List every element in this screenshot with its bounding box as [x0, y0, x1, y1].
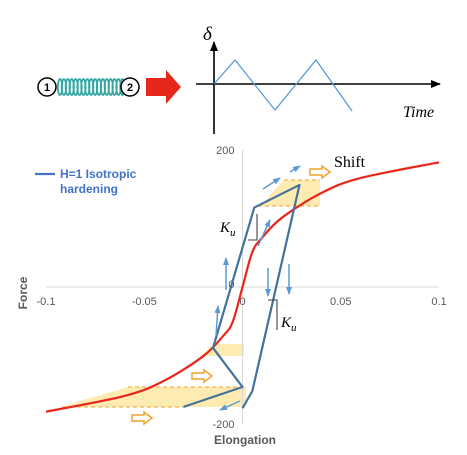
legend-line-1: H=1 Isotropic	[60, 167, 137, 181]
shift-label: Shift	[334, 154, 366, 171]
shift-arrow-icon-mid	[191, 368, 214, 384]
x-axis-title: Elongation	[214, 433, 276, 447]
ku-triangle-lower	[268, 299, 278, 330]
x-tick-label: 0.05	[330, 296, 351, 308]
x-tick-labels: -0.1 -0.05 0 0.05 0.1	[37, 296, 447, 308]
time-label: Time	[403, 104, 434, 121]
shift-highlight-mid	[200, 344, 244, 356]
direction-arrow-icon-4	[257, 219, 271, 247]
ku-label-lower: Ku	[280, 315, 297, 334]
direction-arrow-icon-8	[219, 400, 241, 411]
isotropic-hardening-loop	[183, 183, 301, 409]
y-tick-label: 200	[216, 145, 234, 157]
y-tick-label: -200	[212, 419, 234, 431]
ku-triangle-upper	[248, 214, 258, 241]
node-1-label: 1	[44, 82, 50, 94]
triangle-wave	[213, 58, 353, 112]
shift-highlight-upper	[260, 180, 320, 206]
node-1	[37, 77, 57, 97]
shift-arrow-icon	[309, 164, 332, 180]
shift-arrow-icon-lower	[131, 410, 154, 426]
top-schematic: 1 2 δ Time	[37, 24, 441, 134]
x-tick-label: -0.1	[37, 296, 56, 308]
y-axis-title: Force	[16, 276, 30, 309]
node-2-label: 2	[127, 82, 133, 94]
direction-arrow-icon-1	[262, 177, 281, 190]
ku-label-upper: Ku	[219, 220, 236, 239]
x-tick-label: 0	[239, 296, 245, 308]
delta-label: δ	[203, 24, 213, 45]
x-tick-label: -0.05	[132, 296, 157, 308]
direction-arrow-icon-7	[214, 305, 221, 337]
load-arrow-icon	[146, 70, 181, 104]
node-2	[120, 77, 140, 97]
x-tick-label: 0.1	[431, 296, 446, 308]
direction-arrow-icon-2	[289, 165, 301, 173]
hysteresis-chart: -0.1 -0.05 0 0.05 0.1 200 0 -200 Ku Ku Shift H…	[16, 145, 447, 447]
backbone-curve	[45, 161, 440, 413]
legend-line-2: hardening	[60, 182, 118, 196]
spring-icon	[56, 78, 126, 96]
